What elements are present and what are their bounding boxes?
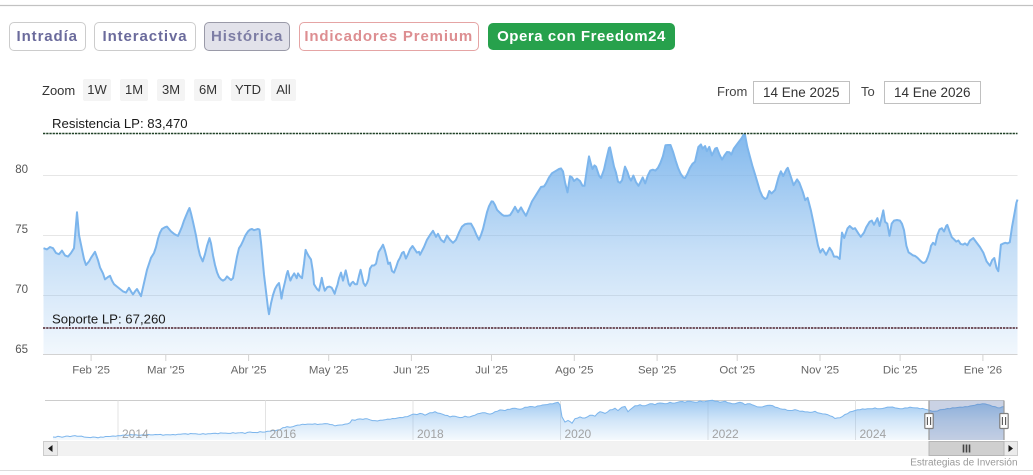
svg-text:Abr '25: Abr '25	[231, 365, 267, 377]
svg-text:Dic '25: Dic '25	[883, 365, 917, 377]
svg-text:Jul '25: Jul '25	[475, 365, 508, 377]
svg-text:Nov '25: Nov '25	[801, 365, 839, 377]
svg-text:2014: 2014	[122, 427, 149, 441]
svg-text:65: 65	[15, 344, 28, 356]
svg-text:2016: 2016	[270, 427, 297, 441]
svg-text:2018: 2018	[417, 427, 444, 441]
svg-text:Sep '25: Sep '25	[638, 365, 676, 377]
svg-text:May '25: May '25	[309, 365, 349, 377]
svg-text:80: 80	[15, 164, 28, 176]
svg-text:2022: 2022	[712, 427, 739, 441]
svg-text:Resistencia LP: 83,470: Resistencia LP: 83,470	[52, 116, 188, 131]
svg-text:2024: 2024	[860, 427, 887, 441]
svg-text:75: 75	[15, 224, 28, 236]
svg-text:Jun '25: Jun '25	[393, 365, 429, 377]
svg-text:Feb '25: Feb '25	[72, 365, 110, 377]
svg-text:Ene '26: Ene '26	[964, 365, 1002, 377]
svg-text:Ago '25: Ago '25	[555, 365, 593, 377]
svg-text:Oct '25: Oct '25	[719, 365, 755, 377]
svg-text:Soporte LP: 67,260: Soporte LP: 67,260	[52, 312, 166, 327]
svg-text:Estrategias de Inversión: Estrategias de Inversión	[910, 458, 1017, 469]
svg-text:2020: 2020	[565, 427, 592, 441]
svg-text:Mar '25: Mar '25	[147, 365, 185, 377]
svg-text:70: 70	[15, 284, 28, 296]
